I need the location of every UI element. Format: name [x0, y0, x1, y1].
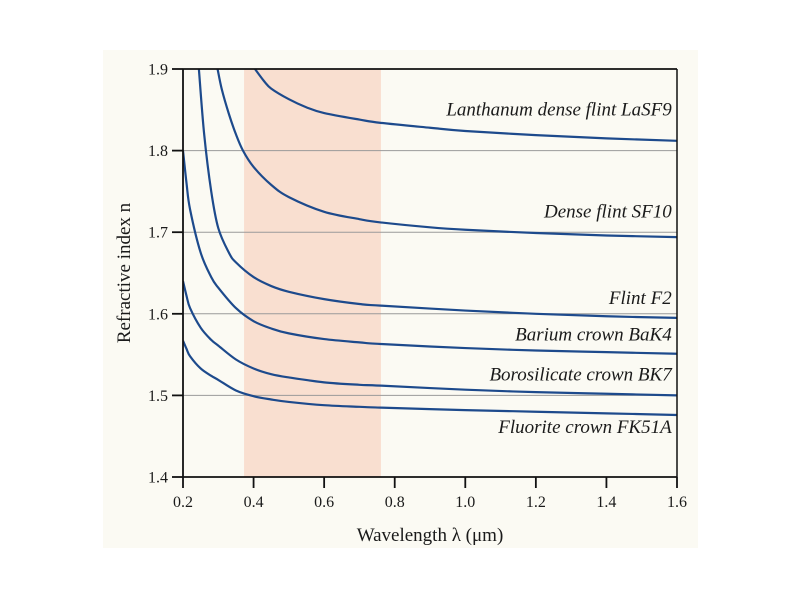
x-tick-label: 0.2 — [173, 494, 193, 511]
series-label-3: Barium crown BaK4 — [515, 325, 672, 346]
series-label-4: Borosilicate crown BK7 — [489, 365, 673, 386]
visible-spectrum-band — [244, 69, 381, 477]
x-tick-label: 0.8 — [385, 494, 405, 511]
x-tick-label: 1.4 — [596, 494, 616, 511]
series-curve-3 — [183, 150, 677, 355]
x-tick-label: 1.0 — [455, 494, 475, 511]
x-tick-label: 1.6 — [667, 494, 687, 511]
y-tick-label: 1.9 — [148, 62, 168, 79]
x-tick-label: 0.6 — [314, 494, 334, 511]
series-label-0: Lanthanum dense flint LaSF9 — [445, 100, 672, 121]
plot-area: Lanthanum dense flint LaSF9 Dense flint S… — [148, 62, 687, 512]
y-tick-label: 1.4 — [148, 470, 168, 487]
y-tick-label: 1.8 — [148, 143, 168, 160]
x-tick-label: 0.4 — [244, 494, 264, 511]
y-tick-label: 1.7 — [148, 225, 168, 242]
y-tick-label: 1.5 — [148, 388, 168, 405]
series-label-5: Fluorite crown FK51A — [497, 417, 672, 438]
x-tick-label: 1.2 — [526, 494, 546, 511]
y-axis-title: Refractive index n — [114, 202, 135, 343]
series-label-2: Flint F2 — [608, 288, 672, 309]
y-tick-label: 1.6 — [148, 306, 168, 323]
series-curve-4 — [183, 280, 677, 397]
series-curve-1 — [216, 69, 677, 239]
series-curve-0 — [254, 69, 677, 142]
series-label-1: Dense flint SF10 — [543, 202, 672, 223]
curves — [183, 69, 677, 417]
x-axis-title: Wavelength λ (μm) — [357, 525, 504, 546]
series-curve-2 — [197, 69, 677, 319]
series-curve-5 — [183, 340, 677, 417]
